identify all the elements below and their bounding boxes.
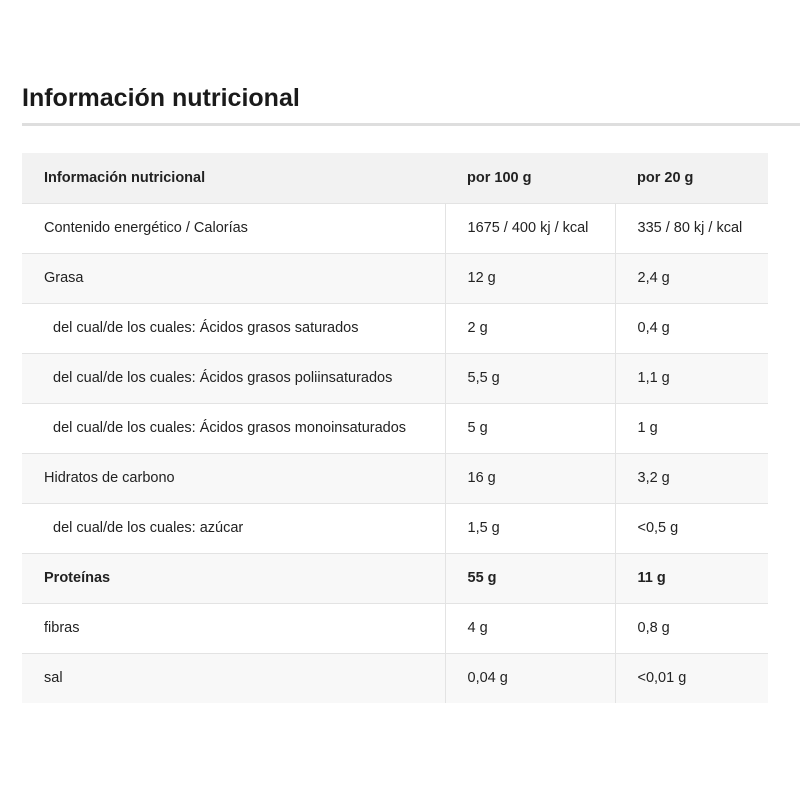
table-row: del cual/de los cuales: Ácidos grasos sa…	[22, 302, 768, 353]
nutrient-cell: fibras	[22, 602, 445, 653]
nutrient-cell: del cual/de los cuales: Ácidos grasos sa…	[22, 302, 445, 353]
per-100g-cell: 1,5 g	[444, 502, 615, 553]
nutrient-cell: del cual/de los cuales: Ácidos grasos mo…	[22, 402, 445, 453]
nutrient-cell: Hidratos de carbono	[22, 452, 445, 503]
per-100g-cell: 5 g	[444, 402, 615, 453]
per-100g-cell: 5,5 g	[444, 352, 615, 403]
table-row: Grasa 12 g 2,4 g	[22, 252, 768, 303]
table-row: del cual/de los cuales: azúcar 1,5 g <0,5 …	[22, 502, 768, 553]
nutrient-cell: Contenido energético / Calorías	[22, 202, 445, 253]
per-100g-cell: 16 g	[444, 452, 615, 503]
per-100g-cell: 12 g	[444, 252, 615, 303]
nutrient-cell: Proteínas	[22, 552, 445, 603]
per-100g-cell: 2 g	[444, 302, 615, 353]
table-row: del cual/de los cuales: Ácidos grasos po…	[22, 352, 768, 403]
per-20g-cell: 11 g	[614, 552, 768, 603]
per-100g-cell: 55 g	[444, 552, 615, 603]
per-20g-cell: 1 g	[614, 402, 768, 453]
table-row: Contenido energético / Calorías 1675 / 40…	[22, 202, 768, 253]
per-100g-cell: 0,04 g	[444, 652, 615, 703]
per-20g-cell: 0,4 g	[614, 302, 768, 353]
header-nutrient: Información nutricional	[22, 153, 445, 203]
table-row: Hidratos de carbono 16 g 3,2 g	[22, 452, 768, 503]
per-20g-cell: <0,01 g	[614, 652, 768, 703]
table-row: fibras 4 g 0,8 g	[22, 602, 768, 653]
per-20g-cell: 0,8 g	[614, 602, 768, 653]
table-row: sal 0,04 g <0,01 g	[22, 652, 768, 703]
per-100g-cell: 1675 / 400 kj / kcal	[444, 202, 615, 253]
nutrient-cell: del cual/de los cuales: azúcar	[22, 502, 445, 553]
table-header-row: Información nutricional por 100 g por 20…	[22, 153, 768, 203]
table-row: del cual/de los cuales: Ácidos grasos mo…	[22, 402, 768, 453]
per-20g-cell: 2,4 g	[614, 252, 768, 303]
nutrition-table: Información nutricional por 100 g por 20…	[22, 153, 768, 703]
header-per-20g: por 20 g	[615, 153, 768, 203]
per-20g-cell: <0,5 g	[614, 502, 768, 553]
nutrient-cell: sal	[22, 652, 445, 703]
nutrient-cell: Grasa	[22, 252, 445, 303]
per-20g-cell: 3,2 g	[614, 452, 768, 503]
title-divider	[22, 123, 800, 126]
per-20g-cell: 1,1 g	[614, 352, 768, 403]
page-title: Información nutricional	[22, 84, 300, 112]
nutrient-cell: del cual/de los cuales: Ácidos grasos po…	[22, 352, 445, 403]
table-row: Proteínas 55 g 11 g	[22, 552, 768, 603]
header-per-100g: por 100 g	[445, 153, 615, 203]
per-100g-cell: 4 g	[444, 602, 615, 653]
per-20g-cell: 335 / 80 kj / kcal	[614, 202, 768, 253]
